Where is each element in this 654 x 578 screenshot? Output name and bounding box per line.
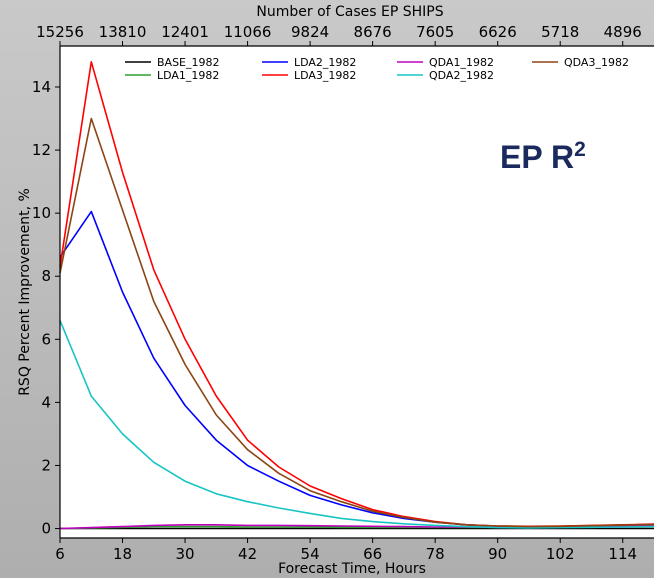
annotation-main: EP R xyxy=(500,139,574,175)
x-axis-title: Forecast Time, Hours xyxy=(278,561,426,577)
y-tick-label: 0 xyxy=(41,520,51,538)
x-tick-label: 114 xyxy=(608,545,637,563)
x-tick-label: 78 xyxy=(426,545,445,563)
x-tick-label: 6 xyxy=(55,545,65,563)
top-tick-label: 7605 xyxy=(416,23,454,41)
top-tick-label: 15256 xyxy=(36,23,84,41)
top-tick-label: 9824 xyxy=(291,23,329,41)
top-tick-label: 4896 xyxy=(604,23,642,41)
plot-area xyxy=(60,46,654,538)
top-tick-label: 8676 xyxy=(354,23,392,41)
series-line-qda3-1982 xyxy=(59,117,654,528)
top-tick-label: 5718 xyxy=(541,23,579,41)
legend-label: QDA3_1982 xyxy=(564,56,629,69)
y-tick-label: 12 xyxy=(32,141,51,159)
top-axis-title: Number of Cases EP SHIPS xyxy=(256,4,443,20)
x-tick-label: 30 xyxy=(176,545,195,563)
top-tick-label: 12401 xyxy=(161,23,209,41)
legend-label: QDA2_1982 xyxy=(429,69,494,82)
y-tick-label: 14 xyxy=(32,78,51,96)
x-tick-label: 54 xyxy=(301,545,320,563)
y-tick-label: 8 xyxy=(41,267,51,285)
legend-label: BASE_1982 xyxy=(157,56,220,69)
legend-label: LDA2_1982 xyxy=(294,56,356,69)
x-tick-label: 90 xyxy=(488,545,507,563)
x-tick-label: 18 xyxy=(113,545,132,563)
legend-label: QDA1_1982 xyxy=(429,56,494,69)
x-tick-label: 102 xyxy=(546,545,575,563)
legend-label: LDA3_1982 xyxy=(294,69,356,82)
x-tick-label: 42 xyxy=(238,545,257,563)
annotation-superscript: 2 xyxy=(574,138,586,161)
y-tick-label: 10 xyxy=(32,204,51,222)
y-tick-label: 6 xyxy=(41,330,51,348)
y-axis-title: RSQ Percent Improvement, % xyxy=(17,188,33,396)
y-tick-label: 4 xyxy=(41,393,51,411)
x-tick-label: 66 xyxy=(363,545,382,563)
top-tick-label: 6626 xyxy=(479,23,517,41)
region-annotation: EP R2 xyxy=(500,138,586,175)
top-tick-label: 11066 xyxy=(224,23,272,41)
y-tick-label: 2 xyxy=(41,456,51,474)
series-line-qda2-1982 xyxy=(59,320,654,529)
legend-label: LDA1_1982 xyxy=(157,69,219,82)
top-tick-label: 13810 xyxy=(99,23,147,41)
